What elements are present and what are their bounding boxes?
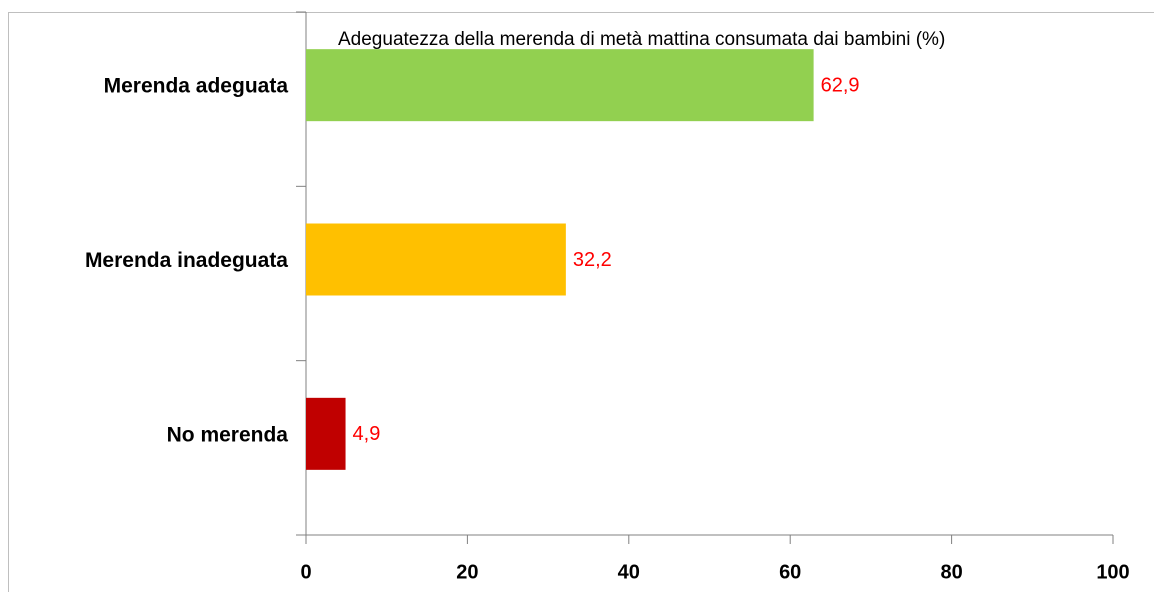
bar bbox=[306, 397, 346, 470]
bar bbox=[306, 223, 566, 296]
y-tick-label: Merenda adeguata bbox=[104, 75, 289, 98]
y-tick-label: Merenda inadeguata bbox=[85, 249, 288, 272]
x-tick-label: 40 bbox=[618, 561, 640, 583]
chart-title: Adeguatezza della merenda di metà mattin… bbox=[338, 29, 945, 50]
value-label: 4,9 bbox=[353, 423, 381, 445]
value-label: 62,9 bbox=[821, 74, 860, 96]
bar bbox=[306, 49, 814, 122]
x-tick-label: 60 bbox=[779, 561, 801, 583]
x-tick-label: 20 bbox=[456, 561, 478, 583]
chart-frame bbox=[8, 12, 1154, 592]
x-tick-label: 0 bbox=[300, 561, 311, 583]
y-tick-label: No merenda bbox=[167, 423, 289, 446]
x-tick-label: 80 bbox=[940, 561, 962, 583]
value-label: 32,2 bbox=[573, 249, 612, 271]
x-tick-label: 100 bbox=[1096, 561, 1129, 583]
